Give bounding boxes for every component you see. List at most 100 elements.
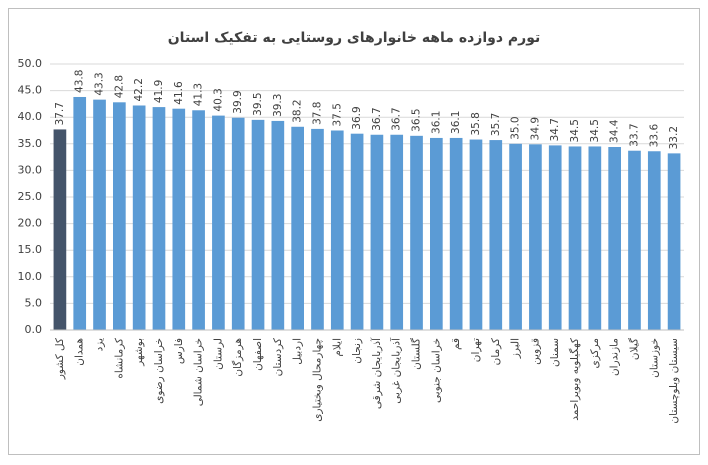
bar — [667, 153, 681, 330]
x-tick-label: گیلان — [627, 338, 640, 360]
x-tick-label: آذربایجان شرقی — [370, 337, 383, 409]
bar — [548, 145, 562, 330]
bar — [647, 151, 661, 330]
x-tick-label: بوشهر — [133, 338, 145, 367]
x-tick-label: کرمانشاه — [113, 338, 125, 379]
chart-title: تورم دوازده ماهه خانوارهای روستایی به تف… — [168, 30, 541, 46]
bar — [192, 110, 205, 330]
bar — [370, 134, 384, 330]
data-label: 34.7 — [549, 118, 561, 141]
x-tick-label: لرستان — [212, 338, 224, 370]
y-tick-label: 0.0 — [25, 323, 43, 336]
y-tick-label: 20.0 — [18, 217, 43, 230]
x-tick-label: قزوین — [529, 338, 541, 365]
data-label: 34.5 — [589, 119, 601, 142]
x-tick-label: اصفهان — [252, 338, 264, 371]
bar — [330, 130, 344, 330]
data-label: 38.2 — [292, 99, 304, 122]
data-label: 36.7 — [391, 107, 403, 130]
bar — [509, 143, 522, 330]
data-label: 42.2 — [133, 78, 145, 101]
bar — [251, 119, 265, 330]
data-label: 36.1 — [430, 111, 442, 134]
x-tick-label: هرمزگان — [231, 338, 244, 377]
x-tick-label: ایلام — [331, 338, 343, 357]
y-tick-label: 5.0 — [25, 296, 43, 309]
x-tick-label: همدان — [74, 338, 86, 366]
data-label: 36.7 — [371, 107, 383, 130]
data-label: 34.4 — [609, 119, 621, 143]
bar — [291, 126, 304, 330]
bar — [568, 146, 582, 330]
x-tick-label: کل کشور — [54, 338, 66, 380]
y-tick-label: 40.0 — [18, 110, 43, 123]
bar — [231, 117, 245, 331]
bar — [172, 108, 186, 330]
bar — [132, 105, 146, 330]
data-label: 33.7 — [628, 123, 640, 146]
bar — [73, 96, 87, 330]
data-label: 40.3 — [212, 88, 224, 111]
x-tick-label: چهارمحال وبختیاری — [311, 338, 323, 422]
x-tick-label: خراسان جنوبی — [430, 338, 442, 403]
data-label: 36.5 — [411, 108, 423, 131]
x-tick-label: زنجان — [351, 338, 363, 364]
bar — [93, 99, 106, 330]
data-label: 41.3 — [193, 83, 205, 106]
data-label: 39.3 — [272, 94, 284, 117]
bar — [628, 150, 641, 330]
data-label: 37.7 — [54, 102, 66, 125]
x-tick-label: خراسان رضوی — [153, 338, 165, 404]
y-tick-label: 35.0 — [18, 137, 43, 150]
x-tick-label: کرمان — [490, 338, 502, 365]
bar — [608, 146, 621, 330]
data-label: 39.5 — [252, 92, 264, 115]
data-label: 41.6 — [173, 81, 185, 105]
bar — [390, 134, 404, 330]
x-tick-label: کردستان — [272, 338, 284, 376]
data-label: 42.8 — [113, 75, 125, 98]
bar — [489, 140, 503, 330]
data-label: 34.9 — [529, 117, 541, 140]
data-label: 34.5 — [569, 119, 581, 142]
data-label: 37.8 — [311, 102, 323, 125]
bar — [410, 135, 423, 330]
data-label: 35.0 — [510, 116, 522, 139]
x-tick-label: البرز — [510, 338, 522, 359]
x-tick-label: سمنان — [549, 338, 561, 367]
data-label: 41.9 — [153, 80, 165, 103]
data-label: 36.1 — [450, 111, 462, 134]
y-tick-label: 25.0 — [18, 190, 43, 203]
x-tick-label: گلستان — [410, 338, 423, 370]
bar — [311, 128, 324, 330]
y-tick-label: 30.0 — [18, 163, 43, 176]
x-tick-label: سیستان وبلوچستان — [668, 338, 680, 424]
bar — [350, 133, 364, 330]
y-tick-label: 50.0 — [18, 57, 43, 70]
data-label: 33.6 — [648, 124, 660, 148]
bar — [152, 107, 166, 330]
data-label: 37.5 — [331, 103, 343, 126]
data-label: 33.2 — [668, 126, 680, 149]
bar — [212, 115, 225, 330]
x-tick-label: تهران — [470, 338, 482, 362]
x-tick-label: کهگیلویه وبویراحمد — [568, 338, 581, 421]
bar — [113, 102, 126, 330]
y-tick-label: 45.0 — [18, 84, 43, 97]
bar — [430, 137, 443, 330]
bar — [529, 144, 542, 330]
x-tick-label: مازندران — [609, 338, 621, 376]
x-tick-label: قم — [450, 338, 462, 350]
bar — [271, 120, 285, 330]
bar — [588, 146, 602, 330]
x-tick-label: خراسان شمالی — [193, 338, 205, 406]
data-label: 35.7 — [490, 113, 502, 136]
x-tick-label: یزد — [94, 338, 106, 351]
x-tick-label: فارس — [173, 338, 185, 364]
y-tick-label: 15.0 — [18, 243, 43, 256]
data-label: 36.9 — [351, 106, 363, 129]
data-label: 43.3 — [94, 72, 106, 95]
x-tick-label: آذربایجان غربی — [390, 337, 403, 404]
data-label: 35.8 — [470, 112, 482, 135]
